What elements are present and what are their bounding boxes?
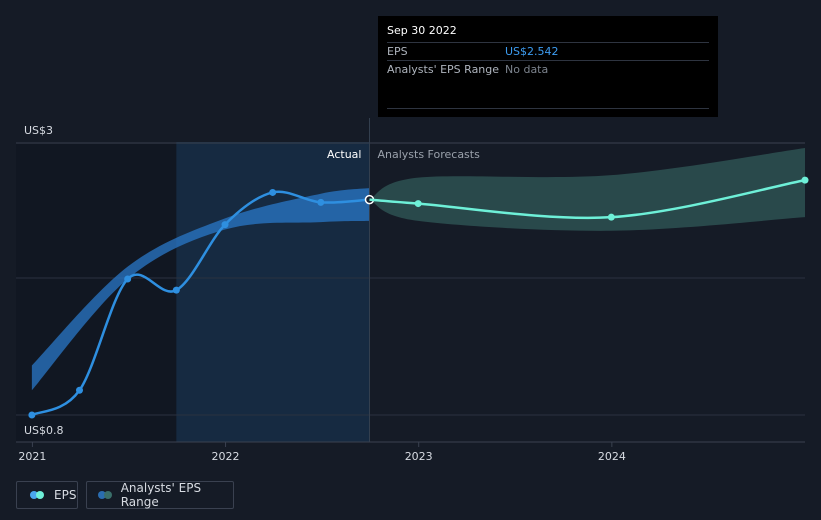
x-tick-label: 2024 <box>598 450 626 463</box>
x-tick-label: 2021 <box>18 450 46 463</box>
legend-range[interactable]: Analysts' EPS Range <box>86 481 234 509</box>
range-band-0 <box>31 188 370 391</box>
tooltip-eps-value: US$2.542 <box>505 45 559 58</box>
data-point <box>28 411 36 419</box>
tooltip-date: Sep 30 2022 <box>387 24 457 37</box>
x-tick-label: 2023 <box>405 450 433 463</box>
data-point <box>221 221 229 229</box>
tooltip-row-range: Analysts' EPS Range No data <box>387 60 709 79</box>
tooltip: Sep 30 2022 EPS US$2.542 Analysts' EPS R… <box>378 16 718 117</box>
data-point <box>317 198 325 206</box>
data-point <box>801 176 809 184</box>
data-point <box>76 386 84 394</box>
tooltip-divider <box>387 108 709 109</box>
tooltip-range-label: Analysts' EPS Range <box>387 63 500 76</box>
region-label-forecast: Analysts Forecasts <box>377 148 480 161</box>
past-shade <box>16 142 177 442</box>
y-label-top: US$3 <box>24 124 53 137</box>
data-point <box>172 286 180 294</box>
legend-range-label: Analysts' EPS Range <box>120 481 202 509</box>
tooltip-eps-label: EPS <box>387 45 408 58</box>
series-line-0 <box>31 190 370 417</box>
data-point <box>124 275 132 283</box>
data-point <box>269 188 277 196</box>
data-point <box>607 213 615 221</box>
y-label-bottom: US$0.8 <box>24 424 64 437</box>
eps-legend-icon <box>30 490 46 500</box>
tooltip-row-eps: EPS US$2.542 <box>387 42 709 61</box>
series-line-1 <box>369 178 806 220</box>
highlight-band <box>176 142 370 442</box>
legend-eps[interactable]: EPS <box>16 481 78 509</box>
data-point <box>414 200 422 208</box>
x-tick-label: 2022 <box>212 450 240 463</box>
region-label-actual: Actual <box>327 148 361 161</box>
tooltip-range-value: No data <box>505 63 549 76</box>
legend-eps-label: EPS <box>54 488 77 502</box>
range-legend-icon <box>98 490 113 500</box>
